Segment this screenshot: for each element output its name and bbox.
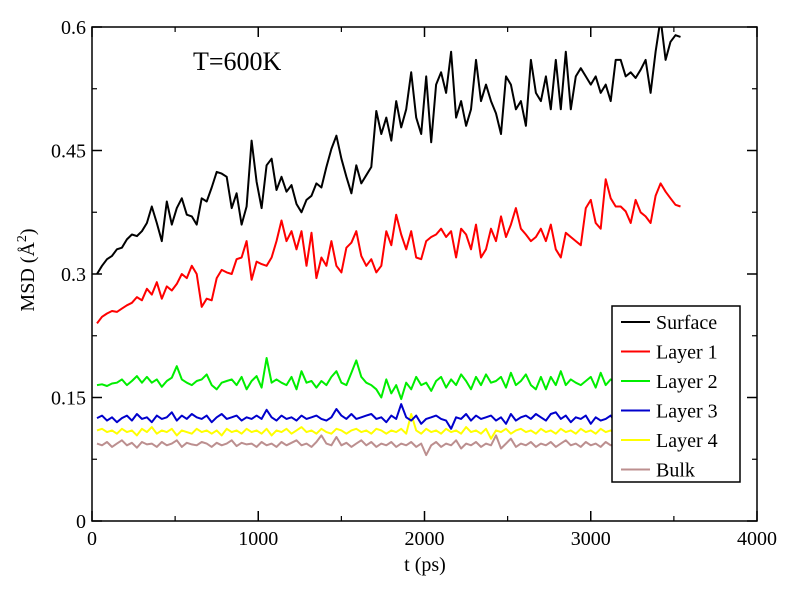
legend-label-layer-4: Layer 4 <box>656 430 718 452</box>
y-axis-title-superscript: 2 <box>15 235 30 242</box>
series-line-layer-1 <box>96 178 681 325</box>
series-line-surface <box>96 27 681 275</box>
series-line-layer-3 <box>96 403 681 430</box>
legend-label-layer-3: Layer 3 <box>656 401 718 423</box>
plot-area: 0 1000 2000 3000 4000 0 0.15 0.3 0.45 0.6 <box>51 17 777 550</box>
temperature-annotation: T=600K <box>193 47 282 76</box>
y-axis-title-close: ) <box>17 228 39 235</box>
series-layer <box>96 27 682 457</box>
series-line-bulk <box>96 434 681 457</box>
y-axis-title-main: MSD (Å <box>17 242 39 312</box>
legend-label-layer-2: Layer 2 <box>656 371 718 393</box>
legend: Surface Layer 1 Layer 2 Layer 3 Layer 4 Bulk <box>611 305 741 483</box>
axis-ticks: 0 1000 2000 3000 4000 0 0.15 0.3 0.45 0.6 <box>51 17 777 550</box>
legend-label-surface: Surface <box>656 312 717 334</box>
y-tick-label: 0 <box>76 511 86 533</box>
x-axis-title: t (ps) <box>404 554 446 576</box>
y-axis-title: MSD (Å2) <box>15 228 39 311</box>
x-tick-label: 3000 <box>571 528 611 550</box>
legend-box <box>611 305 741 483</box>
x-tick-label: 4000 <box>737 528 777 550</box>
legend-label-bulk: Bulk <box>656 460 695 482</box>
legend-label-layer-1: Layer 1 <box>656 342 718 364</box>
y-tick-label: 0.45 <box>51 141 86 163</box>
x-tick-label: 1000 <box>238 528 278 550</box>
series-line-layer-4 <box>96 413 682 440</box>
y-tick-label: 0.3 <box>61 264 86 286</box>
y-tick-label: 0.6 <box>61 17 86 39</box>
series-line-layer-2 <box>96 357 681 401</box>
x-tick-label: 2000 <box>405 528 445 550</box>
x-tick-label: 0 <box>87 528 97 550</box>
y-tick-label: 0.15 <box>51 388 86 410</box>
